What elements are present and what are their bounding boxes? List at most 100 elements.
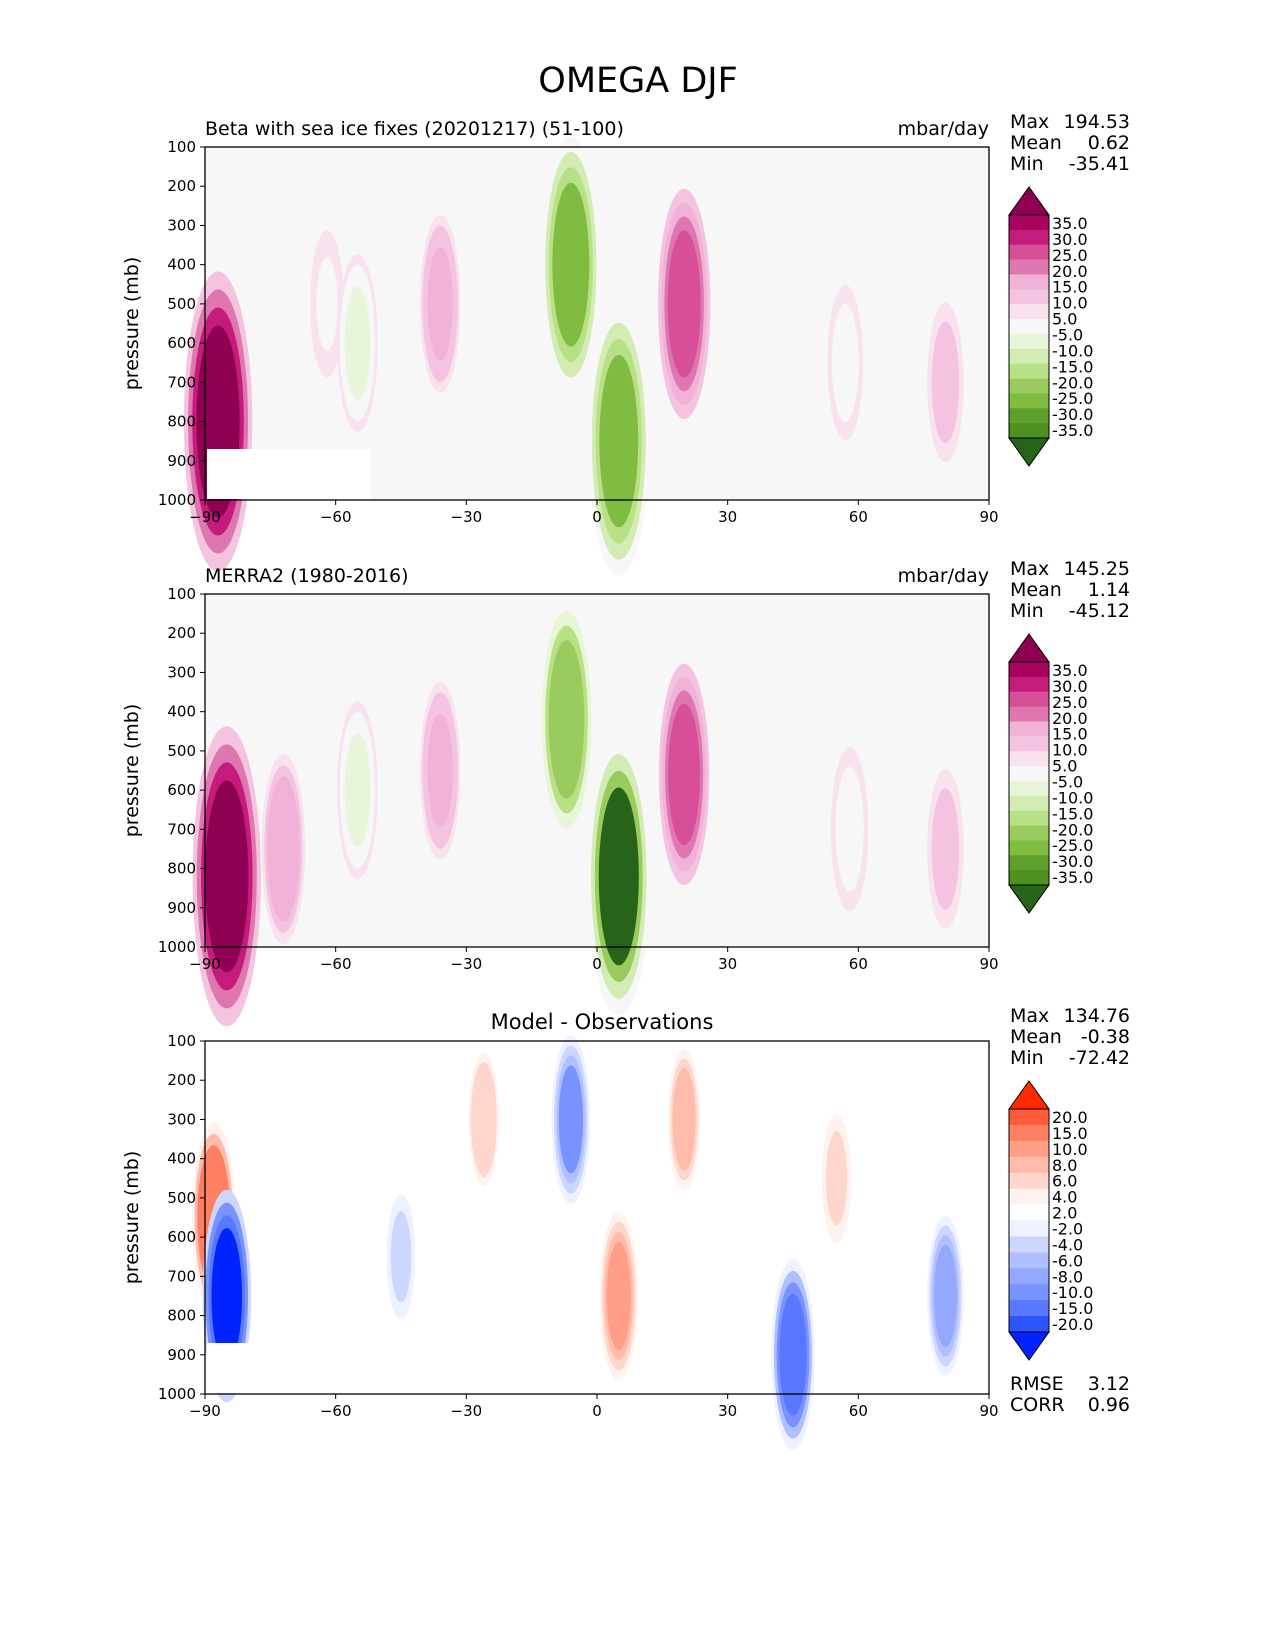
y-tick-label: 500	[167, 295, 196, 313]
colorbar-bin	[1009, 706, 1049, 722]
colorbar-bin	[1009, 348, 1049, 365]
stat-value-corr: 0.96	[1088, 1394, 1130, 1416]
panel-units: mbar/day	[898, 118, 989, 140]
colorbar-extend-top	[1008, 1080, 1050, 1110]
colorbar-tick-label: 20.0	[1052, 262, 1088, 281]
y-tick-label: 100	[167, 585, 196, 603]
colorbar-bin	[1009, 289, 1049, 305]
contour-blob-5-4	[552, 182, 590, 347]
colorbar-extend-top	[1008, 186, 1050, 216]
colorbar-bin	[1009, 1140, 1049, 1158]
colorbar-bin	[1009, 1268, 1049, 1285]
colorbar-bin	[1009, 1172, 1049, 1190]
contour-blob-9-4	[933, 331, 957, 434]
y-tick-label: 700	[167, 1267, 196, 1285]
contour-blob-3-4	[344, 286, 371, 400]
colorbar-tick-label: 20.0	[1052, 709, 1088, 728]
contour-blob-6-4	[599, 354, 639, 528]
colorbar-tick-label: 5.0	[1052, 310, 1077, 329]
x-tick-label: −90	[189, 1402, 221, 1420]
stat-label-corr: CORR	[1010, 1394, 1065, 1416]
contour-blob-6-4	[598, 787, 639, 966]
x-tick-label: 90	[979, 955, 998, 973]
chart-panel-3: −90 −60 −30 0 30 60 90 100 200 300 400 500 600 700 800…	[121, 1005, 1130, 1451]
y-tick-label: 900	[167, 452, 196, 470]
contour-blob-3-4	[390, 1211, 412, 1303]
x-tick-label: 90	[979, 1402, 998, 1420]
y-tick-label: 900	[167, 899, 196, 917]
stat-value-max: 145.25	[1064, 558, 1130, 580]
stat-value-min: -35.41	[1069, 153, 1130, 175]
y-tick-label: 600	[167, 1228, 196, 1246]
colorbar-tick-label: -10.0	[1052, 1283, 1093, 1302]
y-tick-label: 200	[167, 1071, 196, 1089]
stat-value-min: -45.12	[1069, 600, 1130, 622]
colorbar-bin	[1009, 304, 1049, 320]
colorbar-tick-label: -25.0	[1052, 389, 1093, 408]
colorbar-bin	[1009, 691, 1049, 707]
y-tick-label: 100	[167, 1032, 196, 1050]
y-tick-label: 1000	[158, 491, 196, 509]
colorbar-bin	[1009, 1284, 1049, 1301]
colorbar-bin	[1009, 766, 1049, 782]
colorbar-bin	[1009, 840, 1049, 856]
stat-label-min: Min	[1010, 153, 1044, 175]
y-axis-label: pressure (mb)	[121, 257, 143, 391]
x-tick-label: −90	[189, 508, 221, 526]
colorbar-bin	[1009, 810, 1049, 826]
colorbar-tick-label: 25.0	[1052, 246, 1088, 265]
colorbar-tick-label: 2.0	[1052, 1204, 1077, 1223]
contour-blob-2-4	[269, 787, 298, 910]
colorbar-bin	[1009, 855, 1049, 871]
x-tick-label: 0	[592, 955, 602, 973]
y-tick-label: 700	[167, 820, 196, 838]
surface-mask	[207, 1343, 371, 1393]
colorbar-tick-label: -4.0	[1052, 1235, 1083, 1254]
colorbar-tick-label: -15.0	[1052, 1299, 1093, 1318]
stat-value-rmse: 3.12	[1088, 1373, 1130, 1395]
stat-label-min: Min	[1010, 600, 1044, 622]
contour-blob-9-4	[933, 797, 957, 901]
colorbar-bin	[1009, 1204, 1049, 1221]
colorbar-bin	[1009, 825, 1049, 841]
y-tick-label: 400	[167, 256, 196, 274]
stat-value-max: 194.53	[1064, 111, 1130, 133]
colorbar-tick-label: 35.0	[1052, 214, 1088, 233]
colorbar-extend-bottom	[1008, 437, 1050, 467]
colorbar-bin	[1009, 259, 1049, 275]
contour-blob-7-4	[672, 1068, 696, 1171]
x-tick-label: 90	[979, 508, 998, 526]
colorbar-tick-label: -6.0	[1052, 1251, 1083, 1270]
colorbar-tick-label: -10.0	[1052, 341, 1093, 360]
contour-blob-5-4	[558, 1065, 584, 1174]
colorbar-tick-label: -10.0	[1052, 788, 1093, 807]
colorbar-tick-label: 15.0	[1052, 725, 1088, 744]
colorbar-tick-label: -5.0	[1052, 772, 1083, 791]
colorbar-bin	[1009, 780, 1049, 797]
contour-blob-8-4	[779, 1293, 807, 1416]
plot-area	[205, 1041, 989, 1394]
panel-title: MERRA2 (1980-2016)	[205, 565, 409, 587]
colorbar-bin	[1009, 1316, 1049, 1333]
x-tick-label: 0	[592, 1402, 602, 1420]
colorbar-tick-label: -30.0	[1052, 852, 1093, 871]
colorbar-tick-label: -2.0	[1052, 1219, 1083, 1238]
x-tick-label: 60	[849, 955, 868, 973]
y-tick-label: 600	[167, 781, 196, 799]
contour-blob-3-4	[344, 733, 371, 847]
colorbar-bin	[1009, 1236, 1049, 1253]
colorbar-bin	[1009, 676, 1049, 693]
colorbar-bin	[1009, 870, 1049, 886]
stat-label-min: Min	[1010, 1047, 1044, 1069]
colorbar-bin	[1009, 662, 1049, 678]
colorbar-tick-label: -20.0	[1052, 820, 1093, 839]
contour-blob-8-4	[834, 312, 857, 413]
colorbar-tick-label: -20.0	[1052, 373, 1093, 392]
colorbar-bin	[1009, 244, 1049, 260]
colorbar-tick-label: -25.0	[1052, 836, 1093, 855]
colorbar-tick-label: 10.0	[1052, 294, 1088, 313]
x-tick-label: −30	[451, 508, 483, 526]
x-tick-label: 60	[849, 508, 868, 526]
y-tick-label: 400	[167, 1150, 196, 1168]
